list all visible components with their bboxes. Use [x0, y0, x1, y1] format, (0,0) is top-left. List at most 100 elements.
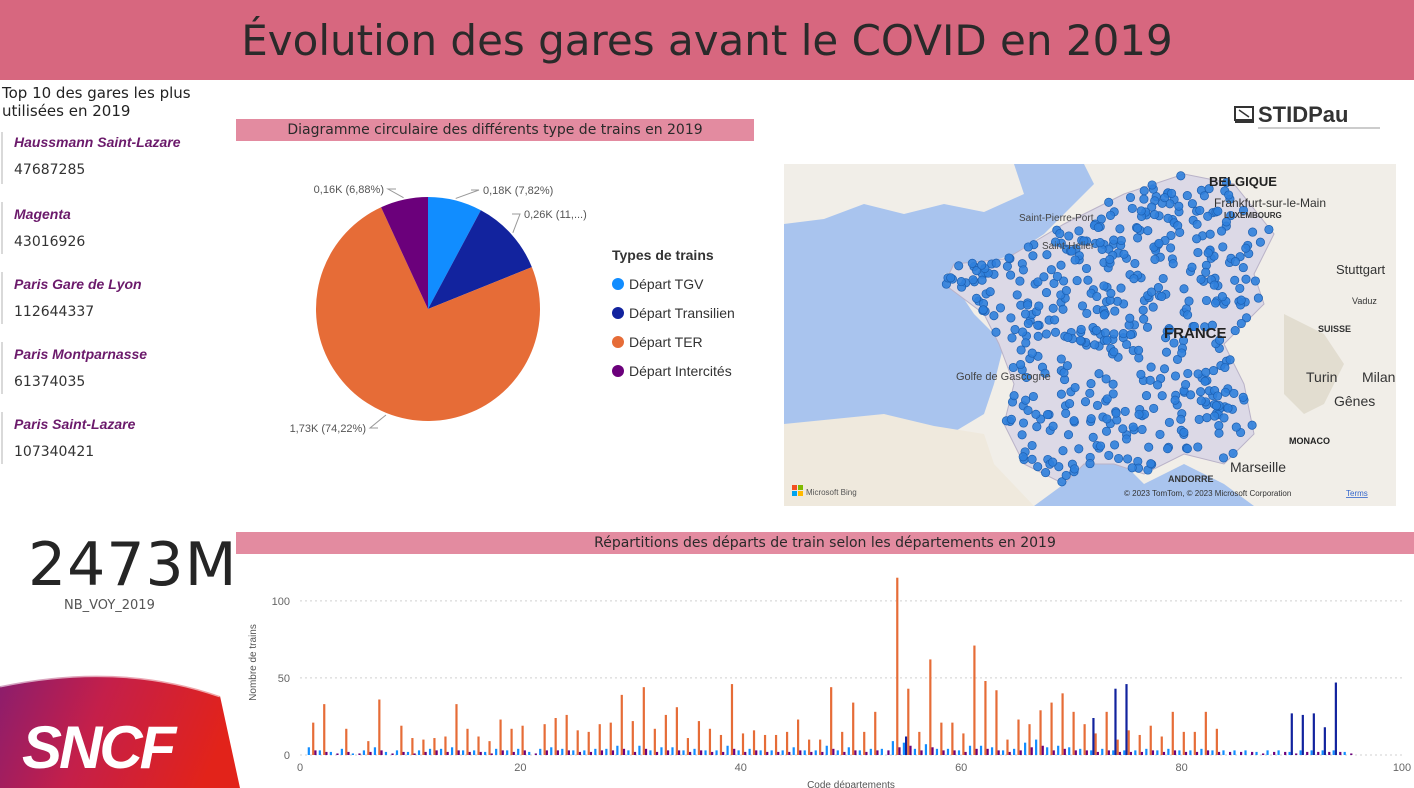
bar [1118, 751, 1121, 755]
bar [1171, 711, 1174, 755]
bar [336, 753, 339, 755]
bar [797, 719, 800, 755]
bar [1173, 750, 1177, 755]
station-point [1136, 369, 1146, 379]
bar [880, 748, 883, 755]
station-point [1153, 380, 1163, 390]
station-divider [1, 132, 3, 184]
station-point [1176, 414, 1186, 424]
bar [995, 690, 998, 755]
station-point [1033, 331, 1043, 341]
station-point [1055, 229, 1065, 239]
bar [719, 734, 723, 755]
bar [561, 748, 564, 755]
station-point [1175, 227, 1185, 237]
bar [1266, 750, 1269, 755]
bar [693, 748, 696, 755]
station-point [1121, 434, 1132, 444]
station-divider [1, 412, 3, 464]
legend-item-ter[interactable]: Départ TER [612, 327, 735, 356]
bar [1323, 727, 1326, 755]
legend-label: Départ TER [629, 333, 703, 350]
station-point [1125, 313, 1135, 323]
station-point [1247, 420, 1257, 430]
pie-slice [381, 197, 428, 309]
station-point [1090, 340, 1100, 350]
station-point [1166, 230, 1176, 241]
bar [1350, 753, 1353, 755]
station-point [1163, 213, 1173, 223]
bar [539, 748, 542, 755]
legend-item-intercites[interactable]: Départ Intercités [612, 356, 735, 385]
station-point [1196, 387, 1206, 397]
bar [653, 728, 656, 755]
bar [689, 751, 692, 755]
bar [858, 750, 861, 755]
bar [587, 731, 590, 755]
station-point [1023, 242, 1033, 252]
station-point [985, 287, 995, 297]
station-point [1018, 452, 1028, 462]
bar [611, 750, 615, 755]
bar [660, 747, 663, 755]
map-label: MONACO [1289, 436, 1330, 446]
station-point [1057, 477, 1067, 487]
bar [462, 750, 465, 755]
bar [1178, 750, 1181, 755]
station-point [1069, 464, 1080, 474]
station-point [1192, 234, 1202, 244]
bar [874, 711, 877, 755]
bar [455, 704, 458, 755]
station-point [1215, 335, 1225, 345]
bar [510, 728, 513, 755]
station-point [1021, 338, 1031, 348]
station-point [1056, 260, 1066, 270]
station-point [1241, 274, 1251, 284]
station-point [1264, 224, 1274, 235]
station-point [1141, 391, 1152, 401]
station-point [1201, 367, 1211, 377]
station-point [1231, 422, 1241, 432]
station-point [1139, 314, 1149, 324]
bar [675, 707, 678, 755]
station-point [1058, 304, 1068, 314]
map-terms-link[interactable]: Terms [1346, 489, 1368, 498]
station-point [1099, 281, 1109, 291]
bar [986, 748, 989, 755]
sncf-logo-text: SNCF [22, 714, 178, 781]
bar [1072, 711, 1075, 755]
bar [1138, 734, 1141, 755]
bar [1332, 750, 1335, 755]
station-map[interactable]: Saint-Pierre-Port Saint-Helier BELGIQUE … [784, 164, 1396, 506]
bar [1134, 750, 1137, 755]
bar [918, 731, 921, 755]
kpi-value: 2473M [28, 530, 238, 600]
legend-item-transilien[interactable]: Départ Transilien [612, 298, 735, 327]
station-point [1248, 227, 1258, 237]
bar [979, 745, 983, 755]
map-canvas[interactable]: Saint-Pierre-Port Saint-Helier BELGIQUE … [784, 164, 1396, 506]
legend-item-tgv[interactable]: Départ TGV [612, 269, 735, 298]
station-point [1187, 199, 1197, 209]
station-point [1062, 361, 1072, 371]
bar [594, 748, 597, 755]
station-point [1201, 295, 1212, 306]
station-point [1028, 251, 1038, 261]
station-point [1070, 382, 1080, 393]
station-point [1116, 283, 1126, 293]
bar [550, 747, 553, 755]
bar [913, 748, 917, 755]
bar [825, 745, 828, 755]
station-point [1235, 283, 1245, 293]
bar [869, 748, 872, 755]
station-point [1058, 446, 1068, 456]
station-point [1077, 301, 1088, 311]
bar [962, 733, 965, 755]
bar [1343, 751, 1346, 755]
bar [1328, 751, 1331, 755]
station-point [1218, 242, 1228, 252]
bar [488, 741, 491, 755]
bar [832, 748, 835, 755]
station-point [1096, 441, 1106, 451]
station-point [1238, 205, 1249, 215]
